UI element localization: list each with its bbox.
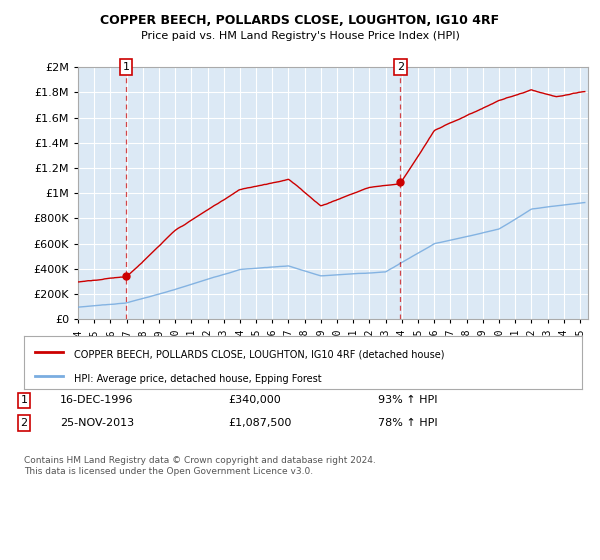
Text: COPPER BEECH, POLLARDS CLOSE, LOUGHTON, IG10 4RF (detached house): COPPER BEECH, POLLARDS CLOSE, LOUGHTON, … — [74, 349, 445, 360]
Text: 2: 2 — [397, 62, 404, 72]
Text: Price paid vs. HM Land Registry's House Price Index (HPI): Price paid vs. HM Land Registry's House … — [140, 31, 460, 41]
Text: £340,000: £340,000 — [228, 395, 281, 405]
Text: 25-NOV-2013: 25-NOV-2013 — [60, 418, 134, 428]
Text: 2: 2 — [20, 418, 28, 428]
Text: Contains HM Land Registry data © Crown copyright and database right 2024.
This d: Contains HM Land Registry data © Crown c… — [24, 456, 376, 476]
Text: HPI: Average price, detached house, Epping Forest: HPI: Average price, detached house, Eppi… — [74, 374, 322, 384]
Text: 1: 1 — [20, 395, 28, 405]
Text: 93% ↑ HPI: 93% ↑ HPI — [378, 395, 437, 405]
Text: £1,087,500: £1,087,500 — [228, 418, 292, 428]
Text: 16-DEC-1996: 16-DEC-1996 — [60, 395, 133, 405]
Text: 1: 1 — [122, 62, 130, 72]
Text: COPPER BEECH, POLLARDS CLOSE, LOUGHTON, IG10 4RF: COPPER BEECH, POLLARDS CLOSE, LOUGHTON, … — [100, 14, 500, 27]
Text: 78% ↑ HPI: 78% ↑ HPI — [378, 418, 437, 428]
